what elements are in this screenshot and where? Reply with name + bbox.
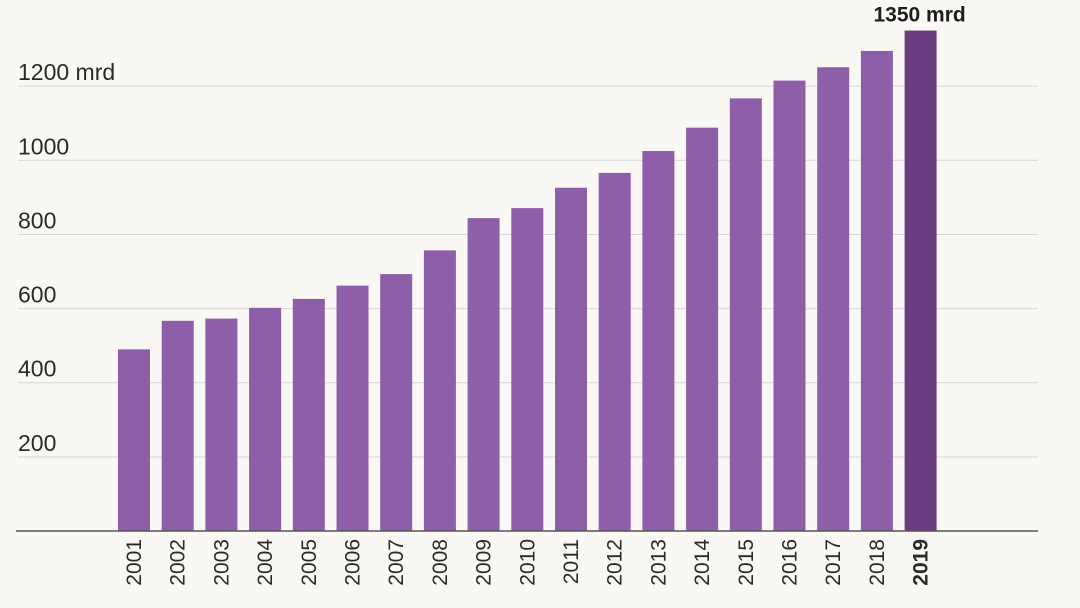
y-axis-tick-labels: 200 400 600 800 1000 1200 mrd [18, 59, 115, 456]
y-tick-label: 1000 [18, 133, 69, 159]
bar-2010 [511, 208, 544, 531]
bar-2017 [817, 67, 850, 531]
bar-2007 [380, 274, 413, 531]
x-tick-label: 2009 [473, 539, 496, 586]
bar-2005 [292, 298, 325, 531]
bar-2004 [249, 307, 282, 531]
x-tick-label: 2015 [735, 539, 758, 586]
bar-2003 [205, 318, 238, 531]
x-tick-label: 2005 [298, 539, 321, 586]
x-tick-label: 2014 [691, 539, 714, 586]
x-tick-label: 2013 [647, 539, 670, 586]
x-tick-label: 2018 [866, 539, 889, 586]
x-tick-label: 2004 [254, 539, 277, 586]
value-callout-2019: 1350 mrd [873, 4, 965, 27]
x-tick-label: 2010 [516, 539, 539, 586]
bar-2013 [642, 151, 675, 531]
x-tick-label: 2011 [560, 539, 583, 584]
x-axis-tick-labels: 2001 2002 2003 2004 2005 2006 2007 2008 2009 2010… [123, 539, 933, 586]
x-tick-label: 2001 [123, 539, 146, 586]
bar-2019 [904, 30, 937, 532]
bar-2008 [423, 250, 456, 531]
y-tick-label: 400 [18, 356, 56, 382]
y-tick-label: 1200 mrd [18, 59, 115, 85]
x-tick-label: 2003 [210, 539, 233, 586]
x-tick-label: 2016 [779, 539, 802, 586]
bar-2015 [729, 98, 762, 531]
x-tick-label: 2008 [429, 539, 452, 586]
x-tick-label: 2017 [822, 539, 845, 586]
bar-2012 [598, 172, 631, 531]
bar-2006 [336, 285, 369, 531]
x-tick-label: 2002 [167, 539, 190, 586]
bar-2009 [467, 218, 500, 531]
bars [118, 30, 937, 532]
bar-2002 [161, 320, 194, 531]
x-tick-label: 2012 [604, 539, 627, 586]
x-tick-label: 2019 [910, 539, 933, 586]
x-tick-label: 2007 [385, 539, 408, 586]
bar-2018 [860, 50, 893, 531]
bar-2016 [773, 80, 806, 532]
x-tick-label: 2006 [342, 539, 365, 586]
y-tick-label: 800 [18, 207, 56, 233]
y-tick-label: 600 [18, 282, 56, 308]
bar-2001 [118, 349, 150, 531]
y-tick-label: 200 [18, 430, 56, 456]
bar-2014 [686, 127, 719, 531]
bar-2011 [555, 187, 587, 531]
